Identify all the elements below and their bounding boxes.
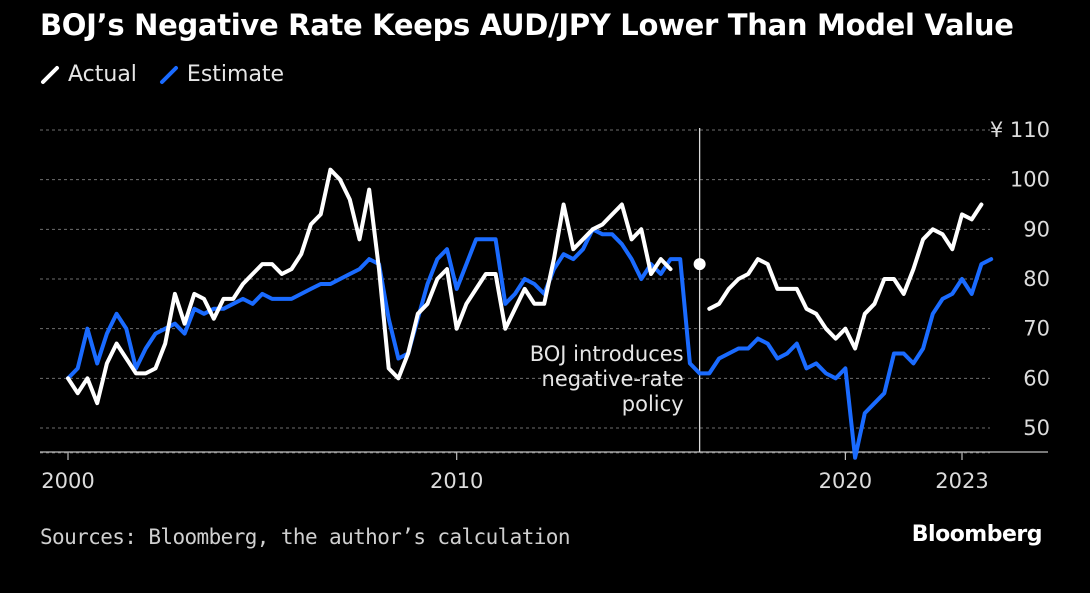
legend: Actual Estimate <box>40 62 306 87</box>
annotation-line: negative-rate <box>542 367 684 391</box>
bloomberg-logo: Bloomberg <box>911 522 1043 547</box>
legend-label-actual: Actual <box>68 62 137 87</box>
series-lines <box>66 167 994 460</box>
series-line-actual <box>707 202 984 351</box>
grid-lines <box>40 129 990 454</box>
y-axis-ticks: ¥ 110 100 90 80 70 60 50 <box>990 118 1050 440</box>
legend-label-estimate: Estimate <box>186 62 285 87</box>
y-tick-label: 90 <box>1023 217 1050 241</box>
legend-item-actual: Actual <box>40 62 137 87</box>
x-tick-label: 2023 <box>935 469 988 493</box>
y-tick-label: 50 <box>1023 416 1050 440</box>
x-tick-label: 2000 <box>41 469 94 493</box>
annotation-line: BOJ introduces <box>530 342 684 366</box>
y-tick-label: 60 <box>1023 366 1050 390</box>
chart-title: BOJ’s Negative Rate Keeps AUD/JPY Lower … <box>40 8 1014 42</box>
annotation-line: policy <box>622 392 684 416</box>
x-axis: 2000 2010 2020 2023 <box>40 451 1048 493</box>
series-line-actual <box>66 167 673 406</box>
y-tick-label: ¥ 110 <box>990 118 1050 142</box>
y-tick-label: 100 <box>1010 168 1050 192</box>
source-note: Sources: Bloomberg, the author’s calcula… <box>40 525 571 549</box>
series-line-estimate <box>66 227 994 460</box>
x-tick-label: 2010 <box>430 469 483 493</box>
y-tick-label: 70 <box>1023 317 1050 341</box>
legend-swatch-estimate <box>159 65 178 84</box>
x-tick-label: 2020 <box>819 469 872 493</box>
y-tick-label: 80 <box>1023 267 1050 291</box>
legend-item-estimate: Estimate <box>159 62 284 87</box>
policy-marker-dot <box>693 258 706 271</box>
legend-swatch-actual <box>41 65 59 84</box>
